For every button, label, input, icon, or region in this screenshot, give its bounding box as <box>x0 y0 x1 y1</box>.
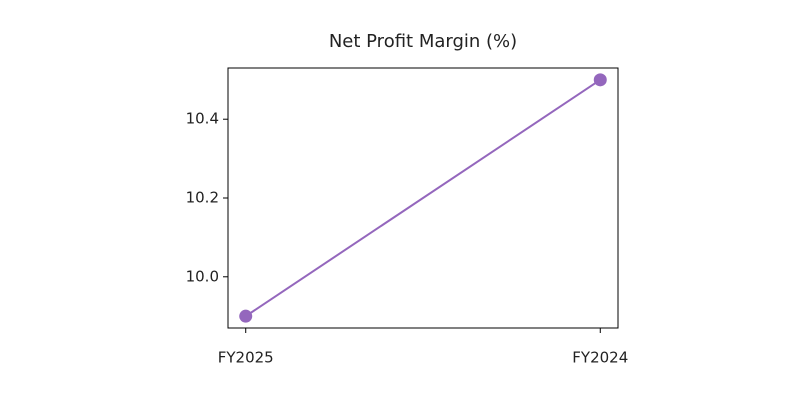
chart-title: Net Profit Margin (%) <box>329 31 517 52</box>
point <box>239 309 253 323</box>
line <box>245 78 601 318</box>
point <box>593 73 607 87</box>
x-tick-label: FY2025 <box>218 349 274 367</box>
x-tick-label: FY2024 <box>572 349 628 367</box>
y-tick-label: 10.0 <box>186 267 219 285</box>
y-tick-label: 10.4 <box>186 110 219 128</box>
y-tick-label: 10.2 <box>186 189 219 207</box>
